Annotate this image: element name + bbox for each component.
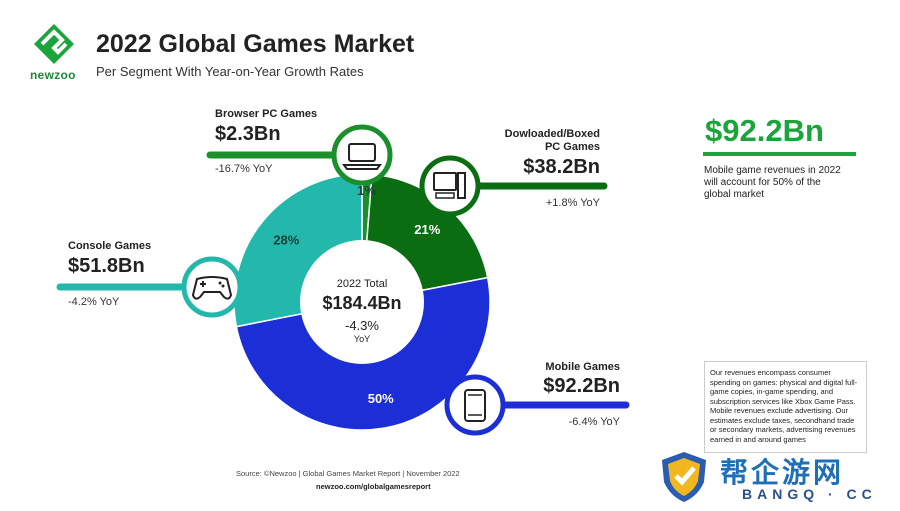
segment-value-browser: $2.3Bn (215, 123, 281, 145)
center-yoy-unit: YoY (353, 334, 371, 344)
donut-hole (300, 240, 424, 364)
gamepad-icon (181, 256, 243, 318)
slice-label-1: 21% (414, 222, 440, 237)
segment-name-browser: Browser PC Games (215, 108, 318, 120)
brand-name: newzoo (30, 68, 76, 82)
page-title: 2022 Global Games Market (96, 30, 415, 58)
segment-name-console: Console Games (68, 240, 152, 252)
desktop-pc-icon (419, 155, 481, 217)
slice-label-3: 28% (273, 233, 299, 248)
laptop-icon (331, 124, 393, 186)
shield-icon (662, 452, 706, 502)
segment-name-downloaded: Dowloaded/Boxed PC Games (504, 128, 600, 153)
watermark (654, 446, 900, 506)
segment-yoy-console: -4.2% YoY (68, 296, 120, 308)
newzoo-logo (28, 22, 88, 84)
center-label: 2022 Total (336, 278, 388, 290)
source-text: Source: ©Newzoo | Global Games Market Re… (236, 469, 460, 478)
segment-yoy-downloaded: +1.8% YoY (545, 197, 600, 209)
segment-name-mobile: Mobile Games (545, 361, 620, 373)
segment-value-mobile: $92.2Bn (543, 375, 620, 397)
smartphone-icon (444, 374, 506, 436)
methodology-note: Our revenues encompass consumer spending… (704, 361, 867, 453)
page-subtitle: Per Segment With Year-on-Year Growth Rat… (96, 64, 364, 79)
segment-yoy-browser: -16.7% YoY (215, 163, 273, 175)
highlight-underline (703, 152, 856, 156)
watermark-cn: 帮企游网 (720, 457, 845, 488)
slice-label-2: 50% (368, 391, 394, 406)
highlight-value: $92.2Bn (705, 113, 824, 148)
center-yoy: -4.3% (345, 318, 379, 333)
slice-label-0: 1% (357, 183, 376, 198)
report-link[interactable]: newzoo.com/globalgamesreport (316, 482, 431, 491)
center-total: $184.4Bn (322, 293, 402, 313)
segment-value-console: $51.8Bn (68, 255, 145, 277)
watermark-en: BANGQ · CC (742, 486, 877, 502)
highlight-note: Mobile game revenues in 2022 will accoun… (704, 165, 841, 200)
segment-value-downloaded: $38.2Bn (523, 156, 600, 178)
segment-yoy-mobile: -6.4% YoY (568, 416, 620, 428)
